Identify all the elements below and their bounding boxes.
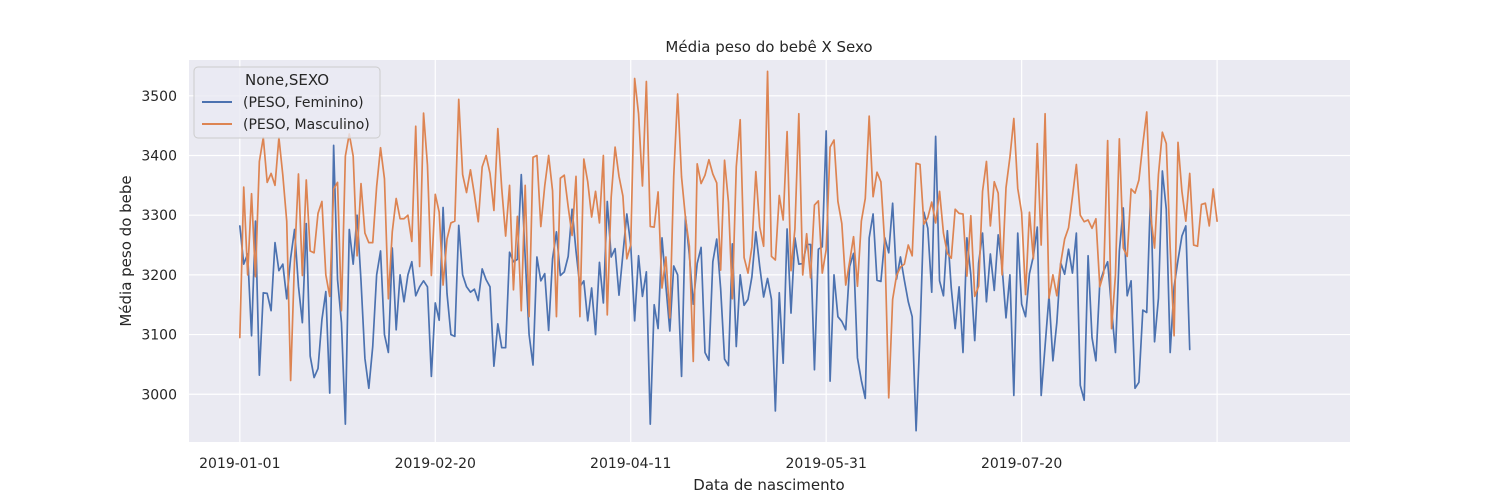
x-tick-label: 2019-04-11 — [590, 456, 671, 472]
legend-label-feminino: (PESO, Feminino) — [243, 95, 364, 111]
series-line-feminino — [238, 130, 1191, 432]
y-tick-label: 3000 — [141, 387, 177, 403]
chart-title: Média peso do bebê X Sexo — [665, 38, 872, 56]
y-tick-label: 3500 — [141, 89, 177, 105]
x-tick-label: 2019-02-20 — [395, 456, 476, 472]
series-line-masculino — [238, 70, 1218, 399]
y-tick-label: 3100 — [141, 328, 177, 344]
y-tick-label: 3300 — [141, 208, 177, 224]
x-tick-label: 2019-05-31 — [785, 456, 866, 472]
legend: None,SEXO (PESO, Feminino) (PESO, Mascul… — [193, 66, 381, 139]
y-tick-label: 3200 — [141, 268, 177, 284]
legend-box — [193, 66, 381, 139]
x-axis-title: Data de nascimento — [693, 476, 844, 494]
legend-title: None,SEXO — [245, 71, 329, 89]
x-tick-label: 2019-07-20 — [981, 456, 1062, 472]
y-axis-title: Média peso do bebe — [117, 175, 135, 326]
x-tick-label: 2019-01-01 — [199, 456, 280, 472]
y-tick-label: 3400 — [141, 149, 177, 165]
series-lines — [238, 70, 1218, 432]
legend-label-masculino: (PESO, Masculino) — [243, 117, 370, 133]
tick-labels: 3000 3100 3200 3300 3400 3500 2019-01-01 2019-0… — [141, 89, 1062, 472]
